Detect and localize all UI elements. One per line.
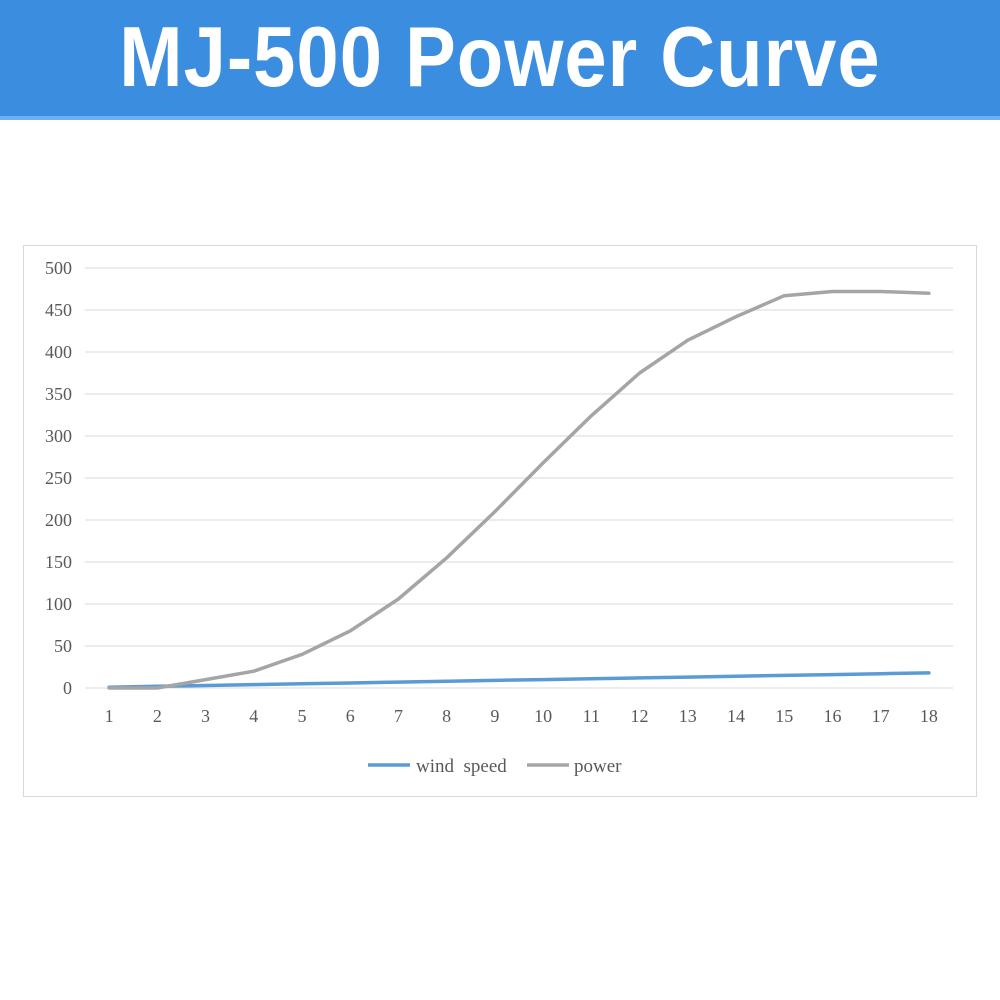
- x-tick-label: 15: [775, 706, 793, 726]
- x-tick-label: 7: [394, 706, 403, 726]
- title-banner: MJ-500 Power Curve: [0, 0, 1000, 120]
- x-tick-label: 18: [920, 706, 938, 726]
- wind-speed-line: [107, 671, 931, 689]
- y-tick-label: 350: [45, 384, 72, 404]
- y-tick-label: 300: [45, 426, 72, 446]
- y-tick-label: 200: [45, 510, 72, 530]
- x-tick-label: 9: [490, 706, 499, 726]
- x-tick-label: 13: [679, 706, 697, 726]
- x-tick-label: 4: [249, 706, 258, 726]
- y-tick-label: 0: [63, 678, 72, 698]
- y-tick-label: 250: [45, 468, 72, 488]
- y-tick-label: 400: [45, 342, 72, 362]
- x-tick-label: 17: [872, 706, 890, 726]
- y-tick-label: 100: [45, 594, 72, 614]
- x-tick-label: 1: [105, 706, 114, 726]
- legend-wind-speed-label: wind speed: [416, 756, 507, 777]
- x-tick-label: 12: [631, 706, 649, 726]
- y-tick-label: 500: [45, 258, 72, 278]
- legend-power-label: power: [574, 756, 622, 777]
- y-tick-label: 150: [45, 552, 72, 572]
- power-line: [107, 289, 931, 690]
- x-tick-label: 5: [298, 706, 307, 726]
- x-tick-label: 6: [346, 706, 355, 726]
- x-tick-label: 14: [727, 706, 745, 726]
- x-tick-label: 2: [153, 706, 162, 726]
- x-tick-label: 11: [583, 706, 600, 726]
- chart-frame: [23, 245, 977, 797]
- page-title: MJ-500 Power Curve: [119, 9, 881, 106]
- y-tick-label: 50: [54, 636, 72, 656]
- x-tick-label: 16: [823, 706, 841, 726]
- y-tick-label: 450: [45, 300, 72, 320]
- x-tick-label: 10: [534, 706, 552, 726]
- x-tick-label: 3: [201, 706, 210, 726]
- x-tick-label: 8: [442, 706, 451, 726]
